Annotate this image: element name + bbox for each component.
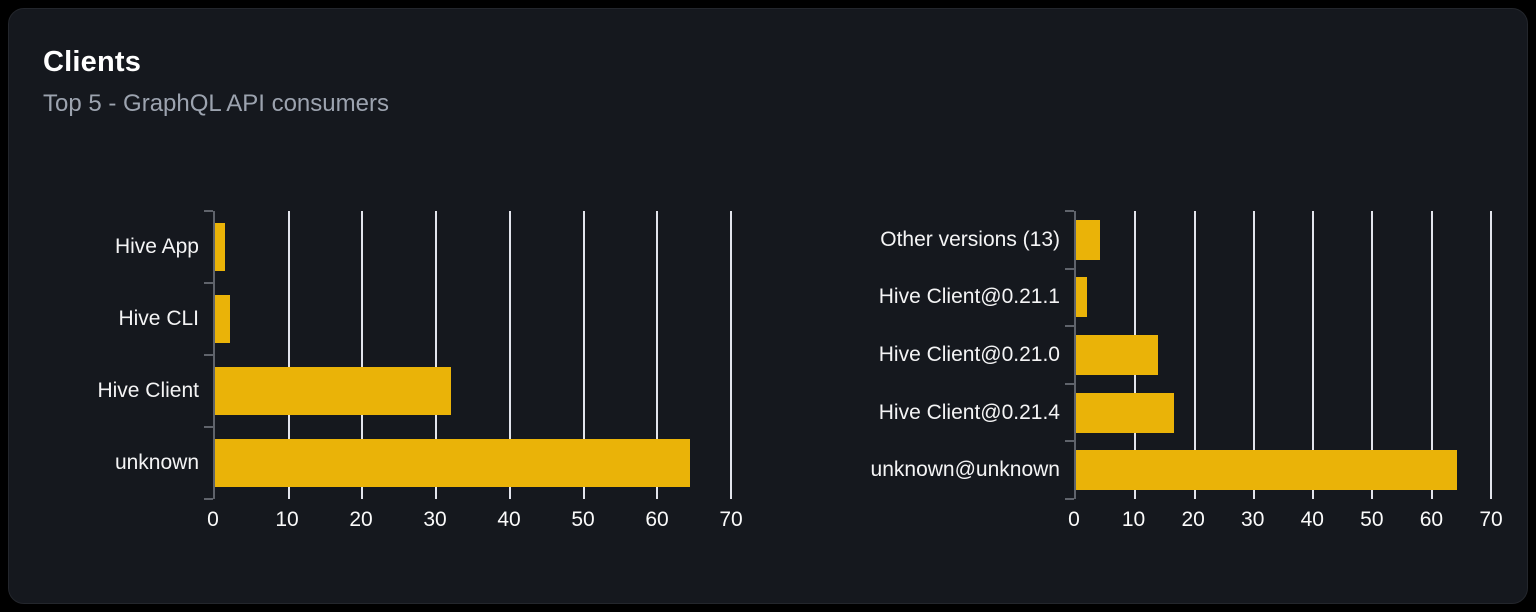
y-axis-tick (204, 354, 213, 356)
plot-area (1065, 210, 1492, 500)
x-tick-label: 20 (349, 508, 373, 531)
clients-by-version-bar-chart: Other versions (13) Hive Client@0.21.1 Hiv… (849, 210, 1503, 537)
bar-row (215, 355, 731, 427)
clients-by-name-bar-chart: Hive App Hive CLI Hive Client unknown 0 10 20… (43, 210, 743, 537)
x-tick-label: 40 (1300, 508, 1324, 531)
y-axis-tick (1065, 267, 1074, 270)
x-tick-label: 40 (497, 508, 521, 531)
bar-row (1076, 441, 1491, 499)
y-axis-tick (1065, 498, 1074, 500)
bar-hive-client-0-21-4[interactable] (1076, 392, 1175, 433)
y-axis-tick (1065, 325, 1074, 328)
gridline (656, 211, 659, 499)
x-tick-label: 0 (1068, 508, 1080, 531)
y-axis-labels: Hive App Hive CLI Hive Client unknown (43, 211, 213, 499)
y-axis-tick (1065, 382, 1074, 385)
x-tick-label: 50 (1360, 508, 1384, 531)
gridline (1371, 211, 1374, 499)
y-axis-tick (204, 210, 213, 212)
clients-card: Clients Top 5 - GraphQL API consumers Hi… (8, 8, 1528, 604)
category-label-hive-client: Hive Client (97, 379, 199, 402)
bar-unknown[interactable] (215, 439, 690, 487)
page-title: Clients (43, 46, 142, 78)
x-axis-labels: 0 10 20 30 40 50 60 70 (207, 505, 743, 537)
x-tick-label: 70 (719, 508, 743, 531)
bar-hive-client-0-21-0[interactable] (1076, 334, 1158, 375)
y-axis-tick (1065, 440, 1074, 443)
bar-hive-cli[interactable] (215, 295, 230, 343)
category-label-hive-app: Hive App (114, 235, 199, 258)
plot-area (204, 210, 732, 500)
y-axis-tick (204, 282, 213, 284)
x-tick-label: 0 (207, 508, 219, 531)
category-label-unknown-unknown: unknown@unknown (870, 458, 1060, 482)
category-label-unknown: unknown (114, 451, 199, 474)
gridline (508, 211, 511, 499)
category-label-hive-client-0-21-4: Hive Client@0.21.4 (878, 400, 1060, 424)
bar-unknown-unknown[interactable] (1076, 450, 1458, 491)
bar-row (215, 283, 731, 355)
bar-hive-client[interactable] (215, 367, 451, 415)
gridline (730, 211, 732, 499)
y-axis-labels: Other versions (13) Hive Client@0.21.1 Hiv… (849, 211, 1074, 499)
gridline (287, 211, 290, 499)
x-tick-label: 10 (1121, 508, 1146, 531)
bar-hive-client-0-21-1[interactable] (1076, 277, 1087, 318)
bar-other-versions-13[interactable] (1076, 219, 1100, 260)
x-tick-label: 30 (1241, 508, 1265, 531)
x-tick-label: 50 (571, 508, 595, 531)
gridline (361, 211, 364, 499)
bar-row (1076, 326, 1491, 384)
x-tick-label: 30 (423, 508, 447, 531)
bar-hive-app[interactable] (215, 223, 225, 271)
bar-row (1076, 384, 1491, 442)
category-label-other-versions-13: Other versions (13) (880, 227, 1060, 251)
x-tick-label: 70 (1479, 508, 1503, 531)
x-tick-label: 10 (275, 508, 299, 531)
bar-row (215, 211, 731, 283)
bar-row (1076, 211, 1491, 269)
gridline (582, 211, 585, 499)
gridline (1252, 211, 1255, 499)
page-subtitle: Top 5 - GraphQL API consumers (43, 90, 389, 117)
category-label-hive-client-0-21-0: Hive Client@0.21.0 (878, 342, 1060, 366)
x-tick-label: 60 (645, 508, 669, 531)
gridline (435, 211, 438, 499)
bar-row (1076, 269, 1491, 327)
y-axis-tick (204, 426, 213, 428)
gridline (1312, 211, 1315, 499)
y-axis-tick (1065, 210, 1074, 212)
charts-row: Hive App Hive CLI Hive Client unknown 0 10 20… (43, 210, 1503, 537)
category-label-hive-client-0-21-1: Hive Client@0.21.1 (878, 285, 1060, 309)
gridline (1193, 211, 1196, 499)
gridline (1430, 211, 1433, 499)
x-axis-labels: 0 10 20 30 40 50 60 70 (1068, 505, 1503, 537)
gridline (1490, 211, 1492, 499)
category-label-hive-cli: Hive CLI (118, 307, 199, 330)
x-tick-label: 60 (1419, 508, 1444, 531)
bar-row (215, 427, 731, 499)
x-tick-label: 20 (1181, 508, 1205, 531)
y-axis-tick (204, 498, 213, 500)
